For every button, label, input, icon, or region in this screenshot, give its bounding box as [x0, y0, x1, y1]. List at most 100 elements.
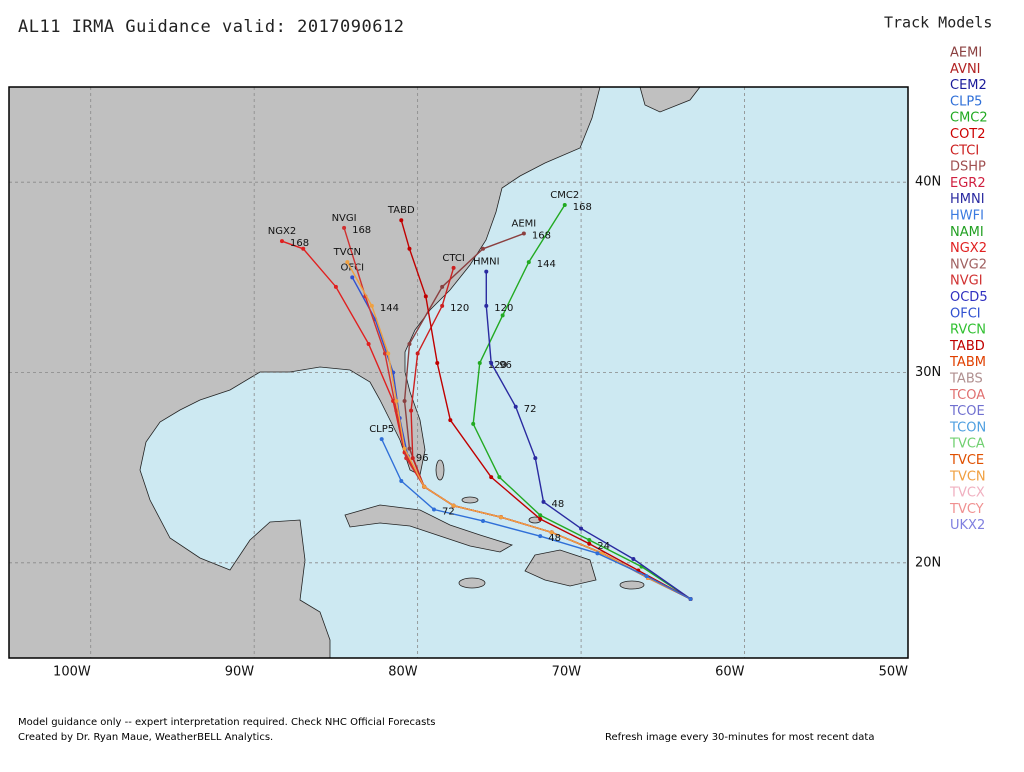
track-point [513, 404, 518, 409]
hispaniola [524, 549, 597, 587]
track-point [404, 456, 409, 461]
track-name: CMC2 [550, 190, 579, 201]
track-point [579, 526, 584, 531]
track-point [484, 303, 489, 308]
track-point [399, 478, 404, 483]
track-point [500, 313, 505, 318]
track-point [342, 225, 347, 230]
track-point [477, 360, 482, 365]
forecast-hour: 48 [548, 533, 561, 544]
track-line [472, 204, 691, 600]
legend-entry: TVCN [949, 469, 986, 484]
legend-entry: AEMI [950, 46, 982, 61]
legend-entry: TVCA [949, 437, 985, 452]
legend-entry: TABS [949, 372, 983, 387]
legend-entry: TCON [949, 420, 986, 435]
track-point [631, 557, 636, 562]
legend-entry: HMNI [950, 192, 985, 207]
forecast-hour: 168 [290, 238, 309, 249]
jamaica [458, 577, 486, 589]
legend-entry: TABM [949, 355, 986, 370]
track-point [435, 360, 440, 365]
track-point [333, 284, 338, 289]
map [8, 86, 908, 659]
forecast-hour: 144 [537, 259, 556, 270]
legend-entry: CTCI [950, 143, 979, 158]
track-point [549, 530, 554, 535]
track-name: NVGI [332, 213, 357, 224]
track-point [498, 515, 503, 520]
track-point [538, 517, 543, 522]
legend-entry: CMC2 [950, 111, 988, 126]
forecast-hour: 168 [352, 225, 371, 236]
track-point [595, 551, 600, 556]
track-point [410, 456, 415, 461]
legend-entry: TABD [949, 339, 985, 354]
track-point [489, 475, 494, 480]
track-point [451, 265, 456, 270]
track-point [382, 351, 387, 356]
forecast-hour: 168 [573, 202, 592, 213]
track-point [369, 303, 374, 308]
track-point [350, 275, 355, 280]
track-point [423, 294, 428, 299]
track-point [562, 203, 567, 208]
lat-label: 40N [915, 175, 941, 190]
footer-note: Model guidance only -- expert interpreta… [18, 717, 436, 728]
track-name: HMNI [473, 257, 500, 268]
track-point [379, 437, 384, 442]
footer-refresh: Refresh image every 30-minutes for most … [605, 732, 874, 743]
cuba [344, 504, 513, 553]
legend-entry: TVCE [949, 453, 984, 468]
track-point [521, 231, 526, 236]
bahamas [461, 496, 479, 504]
track-point [497, 475, 502, 480]
track-line [381, 438, 691, 600]
legend-entry: OFCI [950, 306, 981, 321]
legend-entry: NVGI [950, 274, 983, 289]
forecast-hour: 72 [442, 507, 455, 518]
legend-entry: UKX2 [950, 518, 985, 533]
legend-entry: NVG2 [950, 257, 987, 272]
lon-label: 60W [715, 665, 745, 680]
forecast-hour: 48 [551, 499, 564, 510]
track-point [600, 551, 605, 556]
track-point [587, 541, 592, 546]
legend-entry: AVNI [950, 62, 981, 77]
track-point [481, 246, 486, 251]
lon-label: 70W [552, 665, 582, 680]
track-line [400, 220, 691, 600]
track-name: CLP5 [369, 424, 394, 435]
legend-entry: TVCY [949, 502, 984, 517]
legend-entry: OCD5 [950, 290, 988, 305]
forecast-hour: 168 [532, 231, 551, 242]
track-point [484, 269, 489, 274]
lon-label: 50W [879, 665, 909, 680]
legend-entry: TCOA [949, 388, 985, 403]
track-name: NGX2 [268, 226, 296, 237]
lat-label: 30N [915, 365, 941, 380]
track-point [399, 218, 404, 223]
track-point [279, 239, 284, 244]
track-line [346, 261, 691, 600]
track-point [431, 507, 436, 512]
track-point [407, 246, 412, 251]
legend-entry: DSHP [950, 160, 986, 175]
title: AL11 IRMA Guidance valid: 2017090612 [18, 17, 404, 37]
lon-label: 80W [388, 665, 418, 680]
forecast-hour: 96 [499, 360, 512, 371]
forecast-hour: 96 [416, 453, 429, 464]
track-point [402, 399, 407, 404]
track-name: TVCN [333, 247, 361, 258]
track-point [345, 260, 350, 265]
legend-entry: COT2 [950, 127, 986, 142]
track-name: AEMI [512, 219, 537, 230]
track-point [394, 399, 399, 404]
track-point [422, 484, 427, 489]
track-point [538, 513, 543, 518]
forecast-hour: 120 [450, 303, 469, 314]
track-point [415, 351, 420, 356]
lon-label: 90W [225, 665, 255, 680]
